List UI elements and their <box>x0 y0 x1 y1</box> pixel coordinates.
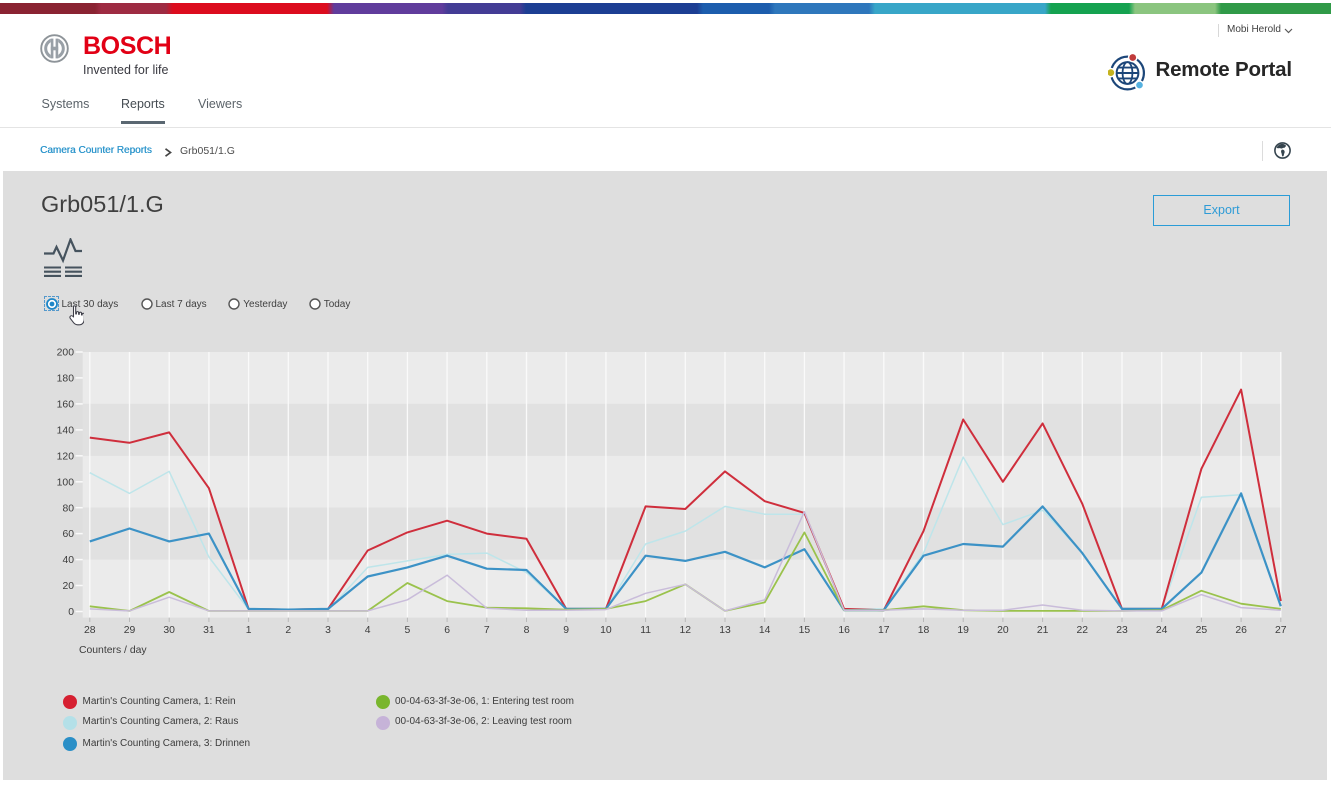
svg-text:120: 120 <box>57 451 75 462</box>
svg-text:18: 18 <box>918 625 930 636</box>
svg-text:30: 30 <box>163 625 175 636</box>
svg-text:60: 60 <box>62 529 74 540</box>
svg-text:29: 29 <box>124 625 136 636</box>
svg-text:5: 5 <box>405 625 411 636</box>
svg-text:100: 100 <box>57 477 75 488</box>
svg-text:9: 9 <box>563 625 569 636</box>
svg-text:140: 140 <box>57 426 75 437</box>
svg-text:28: 28 <box>84 625 96 636</box>
svg-text:16: 16 <box>838 625 850 636</box>
svg-text:22: 22 <box>1077 625 1089 636</box>
svg-text:8: 8 <box>524 625 530 636</box>
svg-text:31: 31 <box>203 625 215 636</box>
svg-text:4: 4 <box>365 625 371 636</box>
svg-text:0: 0 <box>68 607 74 618</box>
svg-text:6: 6 <box>444 625 450 636</box>
svg-text:200: 200 <box>57 348 75 359</box>
svg-text:21: 21 <box>1037 625 1049 636</box>
svg-text:13: 13 <box>719 625 731 636</box>
svg-text:10: 10 <box>600 625 612 636</box>
svg-text:7: 7 <box>484 625 490 636</box>
svg-text:1: 1 <box>246 625 252 636</box>
svg-text:27: 27 <box>1275 625 1287 636</box>
svg-text:23: 23 <box>1116 625 1128 636</box>
svg-text:180: 180 <box>57 374 75 385</box>
svg-text:Counters / day: Counters / day <box>79 645 147 656</box>
svg-text:40: 40 <box>62 555 74 566</box>
svg-text:25: 25 <box>1196 625 1208 636</box>
svg-text:2: 2 <box>285 625 291 636</box>
svg-text:26: 26 <box>1235 625 1247 636</box>
svg-text:12: 12 <box>680 625 692 636</box>
svg-text:20: 20 <box>62 581 74 592</box>
svg-text:14: 14 <box>759 625 771 636</box>
svg-text:3: 3 <box>325 625 331 636</box>
svg-text:20: 20 <box>997 625 1009 636</box>
svg-text:160: 160 <box>57 400 75 411</box>
svg-text:17: 17 <box>878 625 890 636</box>
svg-text:80: 80 <box>62 503 74 514</box>
svg-text:19: 19 <box>957 625 969 636</box>
svg-text:11: 11 <box>640 625 651 636</box>
svg-text:24: 24 <box>1156 625 1168 636</box>
svg-text:15: 15 <box>799 625 811 636</box>
